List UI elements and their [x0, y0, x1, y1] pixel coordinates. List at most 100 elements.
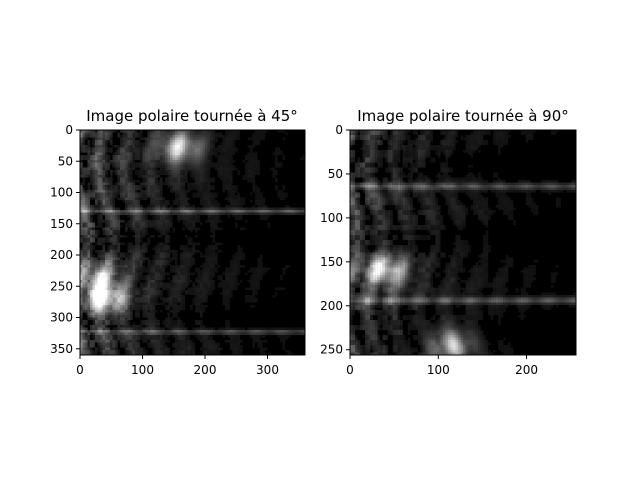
- heatmap-cell: [157, 267, 161, 271]
- heatmap-cell: [160, 205, 163, 208]
- heatmap-cell: [162, 242, 166, 246]
- heatmap-cell: [115, 247, 118, 251]
- heatmap-cell: [82, 242, 86, 246]
- heatmap-cell: [180, 307, 183, 311]
- heatmap-cell: [195, 322, 198, 326]
- heatmap-cell: [205, 290, 208, 293]
- heatmap-cell: [200, 140, 203, 143]
- heatmap-cell: [102, 250, 106, 253]
- heatmap-cell: [150, 155, 153, 158]
- heatmap-cell: [275, 150, 278, 153]
- heatmap-cell: [205, 135, 208, 138]
- heatmap-cell: [167, 272, 171, 276]
- heatmap-cell: [125, 330, 128, 333]
- heatmap-cell: [217, 277, 221, 281]
- heatmap-cell: [165, 330, 168, 333]
- heatmap-cell: [127, 347, 131, 351]
- heatmap-cell: [100, 277, 103, 281]
- heatmap-cell: [145, 245, 148, 248]
- heatmap-cell: [180, 330, 183, 333]
- heatmap-cell: [280, 207, 283, 211]
- heatmap-cell: [100, 327, 103, 331]
- heatmap-cell: [212, 212, 216, 216]
- heatmap-cell: [210, 225, 213, 228]
- heatmap-cell: [122, 300, 126, 303]
- heatmap-cell: [155, 295, 158, 298]
- heatmap-cell: [162, 222, 166, 226]
- heatmap-cell: [180, 247, 183, 251]
- heatmap-cell: [100, 212, 103, 216]
- heatmap-cell: [162, 345, 166, 348]
- heatmap-cell: [190, 207, 193, 211]
- heatmap-cell: [175, 280, 178, 283]
- heatmap-cell: [175, 170, 178, 173]
- heatmap-cell: [227, 210, 231, 213]
- heatmap-cell: [210, 157, 213, 161]
- heatmap-cell: [125, 307, 128, 311]
- heatmap-cell: [85, 310, 88, 313]
- heatmap-cell: [180, 150, 183, 153]
- heatmap-cell: [147, 337, 151, 341]
- heatmap-cell: [82, 330, 86, 333]
- heatmap-cell: [102, 242, 106, 246]
- heatmap-cell: [100, 160, 103, 163]
- heatmap-cell: [160, 275, 163, 278]
- heatmap-cell: [202, 300, 206, 303]
- heatmap-cell: [252, 280, 256, 283]
- heatmap-cell: [202, 167, 206, 171]
- heatmap-cell: [132, 140, 136, 143]
- heatmap-cell: [272, 327, 276, 331]
- heatmap-cell: [210, 180, 213, 183]
- heatmap-cell: [177, 352, 181, 355]
- heatmap-cell: [192, 160, 196, 163]
- heatmap-cell: [195, 300, 198, 303]
- heatmap-cell: [102, 245, 106, 248]
- heatmap-cell: [115, 235, 118, 238]
- heatmap-cell: [202, 345, 206, 348]
- heatmap-cell: [152, 210, 156, 213]
- heatmap-cell: [190, 210, 193, 213]
- heatmap-cell: [135, 287, 138, 291]
- heatmap-cell: [92, 157, 96, 161]
- heatmap-cell: [207, 150, 211, 153]
- heatmap-cell: [90, 290, 93, 293]
- heatmap-cell: [102, 347, 106, 351]
- heatmap-cell: [97, 252, 101, 256]
- heatmap-cell: [182, 180, 186, 183]
- heatmap-cell: [95, 270, 98, 273]
- heatmap-cell: [112, 300, 116, 303]
- heatmap-cell: [142, 320, 146, 323]
- heatmap-cell: [97, 145, 101, 148]
- heatmap-cell: [242, 202, 246, 206]
- heatmap-cell: [85, 172, 88, 176]
- heatmap-cell: [125, 345, 128, 348]
- heatmap-cell: [122, 175, 126, 178]
- heatmap-cell: [202, 187, 206, 191]
- heatmap-cell: [105, 342, 108, 346]
- heatmap-cell: [107, 257, 111, 261]
- heatmap-cell: [252, 205, 256, 208]
- heatmap-cell: [180, 270, 183, 273]
- heatmap-cell: [107, 295, 111, 298]
- heatmap-cell: [182, 145, 186, 148]
- heatmap-cell: [145, 337, 148, 341]
- heatmap-cell: [172, 252, 176, 256]
- heatmap-cell: [167, 302, 171, 306]
- heatmap-cell: [112, 190, 116, 193]
- heatmap-cell: [235, 260, 238, 263]
- heatmap-cell: [127, 317, 131, 321]
- heatmap-cell: [140, 337, 143, 341]
- heatmap-cell: [217, 172, 221, 176]
- heatmap-cell: [182, 267, 186, 271]
- heatmap-cell: [130, 205, 133, 208]
- heatmap-cell: [272, 175, 276, 178]
- heatmap-cell: [155, 170, 158, 173]
- heatmap-cell: [192, 330, 196, 333]
- heatmap-cell: [197, 217, 201, 221]
- heatmap-cell: [125, 322, 128, 326]
- heatmap-cell: [212, 240, 216, 243]
- heatmap-cell: [295, 327, 298, 331]
- heatmap-cell: [140, 245, 143, 248]
- heatmap-cell: [145, 350, 148, 353]
- heatmap-cell: [192, 242, 196, 246]
